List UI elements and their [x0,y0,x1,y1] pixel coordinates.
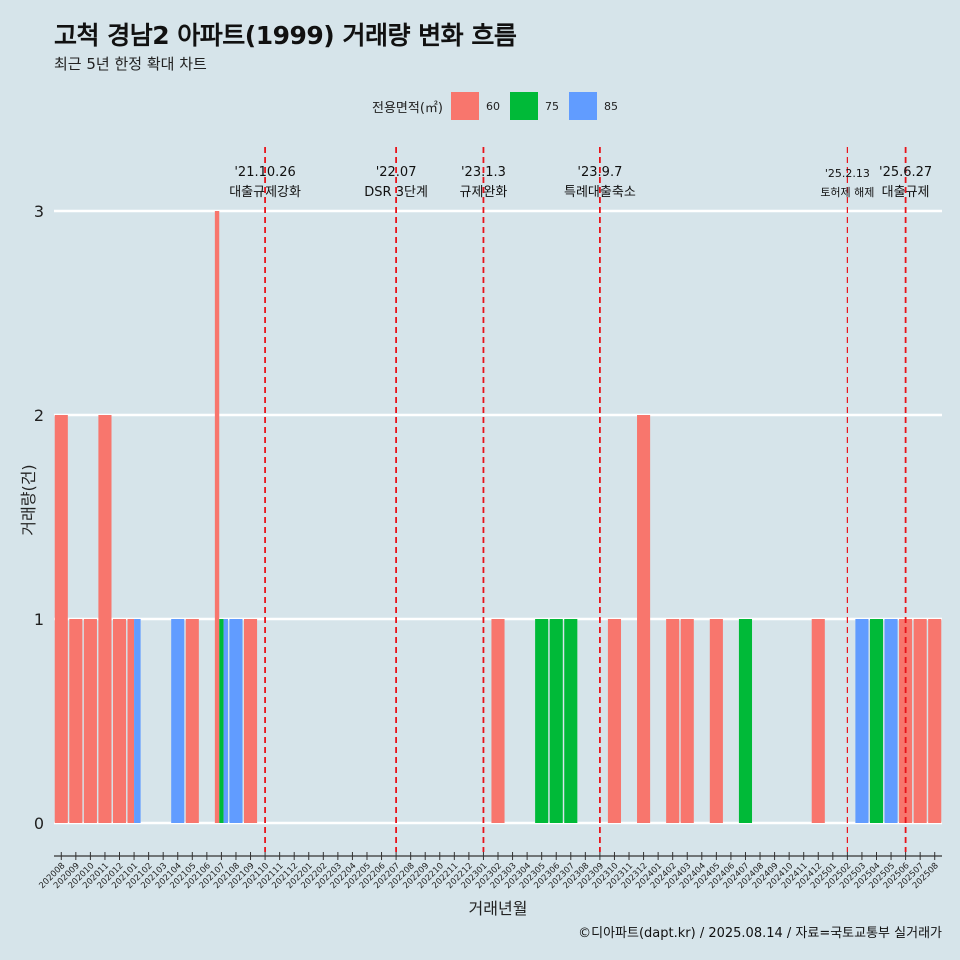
bar-202503-85 [855,619,869,823]
event-label-3: 특례대출축소 [564,185,636,200]
bar-202307-75 [564,619,578,823]
bar-202507-60 [913,619,927,823]
legend-swatch-75 [509,92,538,120]
bar-202008-60 [54,415,68,823]
event-label-1: DSR 3단계 [364,185,428,200]
event-label-0: 대출규제강화 [229,185,301,200]
bar-202407-75 [738,619,753,823]
bar-202305-75 [535,619,549,823]
bar-202306-75 [549,619,563,823]
bar-202302-60 [491,619,505,823]
event-label-2: 규제완화 [460,185,508,200]
legend-swatch-60 [450,92,479,120]
bar-202107-75 [219,619,224,823]
bar-202108-85 [229,619,243,823]
legend-item-60: 60 [450,92,500,120]
bar-202105-60 [185,619,199,823]
bar-202508-60 [928,619,942,823]
bar-202504-75 [869,619,884,823]
bar-202109-60 [243,619,258,823]
event-date-5: '25.6.27 [879,165,932,180]
bar-202101-60 [127,619,135,823]
source-caption: ©디아파트(dapt.kr) / 2025.08.14 / 자료=국토교통부 실… [578,926,942,941]
bar-202403-60 [680,619,694,823]
chart-title: 고척 경남2 아파트(1999) 거래량 변화 흐름 [54,21,517,50]
legend-label-75: 75 [544,99,559,113]
event-label-4: 토허제 해제 [820,185,874,199]
bar-202412-60 [811,619,825,823]
legend: 전용면적(㎡) 60 75 85 [372,92,628,120]
bar-202310-60 [607,619,622,823]
bar-202505-85 [884,619,898,823]
bar-202011-60 [98,415,112,823]
event-label-5: 대출규제 [882,185,930,200]
legend-item-85: 85 [568,92,618,120]
bar-202012-60 [112,619,127,823]
bar-202101-85 [134,619,141,823]
y-tick-label-0: 0 [34,814,44,833]
bar-202107-85 [223,619,228,823]
legend-item-75: 75 [509,92,559,120]
y-tick-label-3: 3 [34,202,44,221]
event-date-3: '23.9.7 [577,165,622,180]
y-axis-title: 거래량(건) [19,464,38,535]
bar-202402-60 [666,619,680,823]
bar-202104-85 [171,619,185,823]
y-tick-label-1: 1 [34,610,44,629]
chart-subtitle: 최근 5년 한정 확대 차트 [54,55,207,73]
bar-202009-60 [69,619,83,823]
event-date-0: '21.10.26 [234,165,295,180]
event-date-2: '23.1.3 [461,165,506,180]
event-date-1: '22.07 [376,165,417,180]
legend-title: 전용면적(㎡) [372,100,443,116]
y-tick-label-2: 2 [34,406,44,425]
legend-label-60: 60 [485,99,500,113]
bar-202010-60 [83,619,97,823]
legend-label-85: 85 [603,99,618,113]
bar-202405-60 [709,619,723,823]
bar-202312-60 [637,415,651,823]
event-date-4: '25.2.13 [825,167,870,180]
legend-swatch-85 [568,92,597,120]
x-axis-title: 거래년월 [469,899,528,918]
bar-202107-60 [214,211,220,823]
